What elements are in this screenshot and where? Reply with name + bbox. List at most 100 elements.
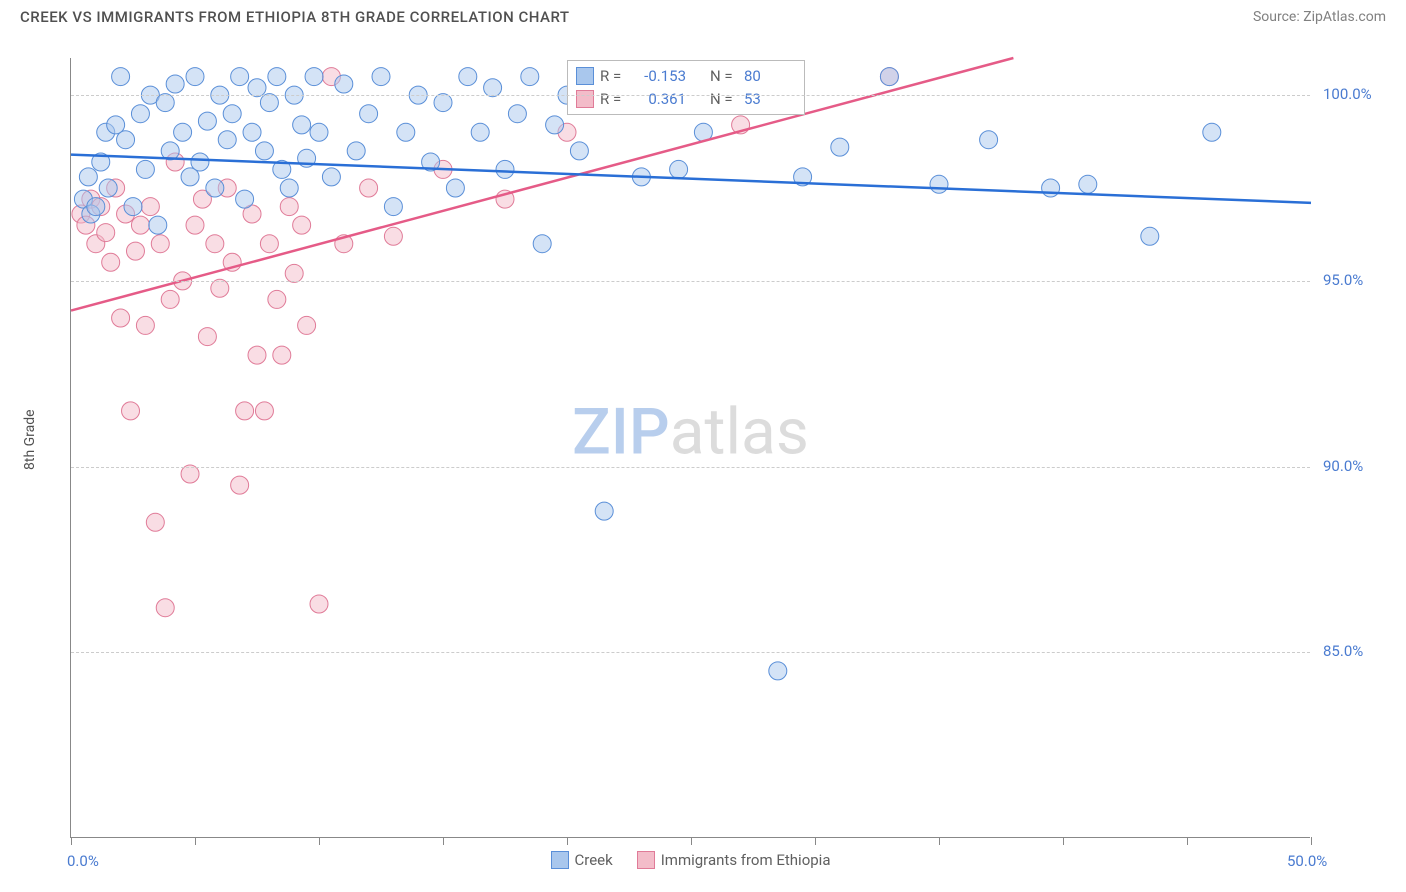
y-axis-label: 8th Grade	[22, 409, 38, 470]
scatter-point	[880, 68, 898, 86]
scatter-point	[459, 68, 477, 86]
scatter-point	[126, 242, 144, 260]
stats-box: R = -0.153 N = 80 R = 0.361 N = 53	[567, 60, 805, 115]
stats-r-label: R =	[600, 88, 628, 111]
y-tick-label: 95.0%	[1323, 271, 1363, 289]
legend-label-creek: Creek	[575, 851, 613, 869]
scatter-point	[310, 595, 328, 613]
y-tick-label: 100.0%	[1323, 85, 1372, 103]
scatter-point	[305, 68, 323, 86]
scatter-point	[322, 168, 340, 186]
chart-title: CREEK VS IMMIGRANTS FROM ETHIOPIA 8TH GR…	[20, 8, 570, 26]
scatter-point	[112, 68, 130, 86]
scatter-point	[151, 235, 169, 253]
legend-label-ethiopia: Immigrants from Ethiopia	[661, 851, 831, 869]
stats-n-value: 80	[744, 65, 796, 88]
scatter-point	[397, 123, 415, 141]
scatter-point	[1203, 123, 1221, 141]
stats-n-value: 53	[744, 88, 796, 111]
scatter-point	[1079, 175, 1097, 193]
scatter-point	[260, 235, 278, 253]
x-tick-mark	[319, 837, 320, 845]
scatter-point	[223, 105, 241, 123]
stats-r-value: -0.153	[634, 65, 686, 88]
scatter-point	[570, 142, 588, 160]
gridline	[71, 281, 1310, 282]
scatter-point	[268, 290, 286, 308]
scatter-point	[347, 142, 365, 160]
x-tick-mark	[691, 837, 692, 845]
scatter-point	[268, 68, 286, 86]
scatter-point	[260, 94, 278, 112]
scatter-point	[310, 123, 328, 141]
bottom-legend: Creek Immigrants from Ethiopia	[71, 851, 1310, 869]
scatter-point	[546, 116, 564, 134]
plot-area: ZIPatlas R =-0.153N =80R =0.361N =53 Cre…	[70, 58, 1310, 838]
scatter-point	[434, 94, 452, 112]
legend-ethiopia: Immigrants from Ethiopia	[637, 851, 831, 869]
scatter-point	[930, 175, 948, 193]
gridline	[71, 467, 1310, 468]
scatter-point	[198, 328, 216, 346]
x-tick-mark	[443, 837, 444, 845]
stats-row: R = 0.361 N = 53	[576, 88, 796, 111]
scatter-point	[117, 131, 135, 149]
chart-source: Source: ZipAtlas.com	[1253, 9, 1386, 25]
x-tick-mark	[1311, 837, 1312, 845]
scatter-point	[484, 79, 502, 97]
legend-swatch-ethiopia	[637, 851, 655, 869]
scatter-point	[186, 216, 204, 234]
scatter-point	[496, 160, 514, 178]
stats-n-label: N =	[710, 88, 738, 111]
scatter-point	[161, 290, 179, 308]
x-tick-mark	[71, 837, 72, 845]
scatter-point	[211, 279, 229, 297]
scatter-point	[595, 502, 613, 520]
x-tick-mark	[1187, 837, 1188, 845]
stats-swatch	[576, 67, 594, 85]
legend-creek: Creek	[551, 851, 613, 869]
x-tick-mark	[939, 837, 940, 845]
scatter-point	[360, 105, 378, 123]
scatter-point	[293, 116, 311, 134]
scatter-point	[471, 123, 489, 141]
scatter-point	[335, 75, 353, 93]
scatter-point	[298, 316, 316, 334]
scatter-point	[508, 105, 526, 123]
scatter-point	[248, 79, 266, 97]
scatter-point	[131, 216, 149, 234]
scatter-point	[280, 198, 298, 216]
scatter-point	[112, 309, 130, 327]
scatter-point	[533, 235, 551, 253]
scatter-point	[255, 402, 273, 420]
legend-swatch-creek	[551, 851, 569, 869]
scatter-point	[384, 227, 402, 245]
scatter-svg	[71, 58, 1310, 837]
scatter-point	[372, 68, 390, 86]
scatter-point	[186, 68, 204, 86]
trend-line	[71, 155, 1311, 203]
stats-r-value: 0.361	[634, 88, 686, 111]
scatter-point	[831, 138, 849, 156]
stats-r-label: R =	[600, 65, 628, 88]
scatter-point	[136, 316, 154, 334]
scatter-point	[102, 253, 120, 271]
scatter-point	[236, 402, 254, 420]
scatter-point	[99, 179, 117, 197]
scatter-point	[1141, 227, 1159, 245]
scatter-point	[156, 94, 174, 112]
scatter-point	[446, 179, 464, 197]
scatter-point	[769, 662, 787, 680]
x-tick-mark	[195, 837, 196, 845]
scatter-point	[280, 179, 298, 197]
scatter-point	[141, 198, 159, 216]
scatter-point	[360, 179, 378, 197]
scatter-point	[136, 160, 154, 178]
stats-n-label: N =	[710, 65, 738, 88]
scatter-point	[243, 123, 261, 141]
scatter-point	[79, 168, 97, 186]
scatter-point	[236, 190, 254, 208]
scatter-point	[255, 142, 273, 160]
scatter-point	[248, 346, 266, 364]
scatter-point	[206, 179, 224, 197]
